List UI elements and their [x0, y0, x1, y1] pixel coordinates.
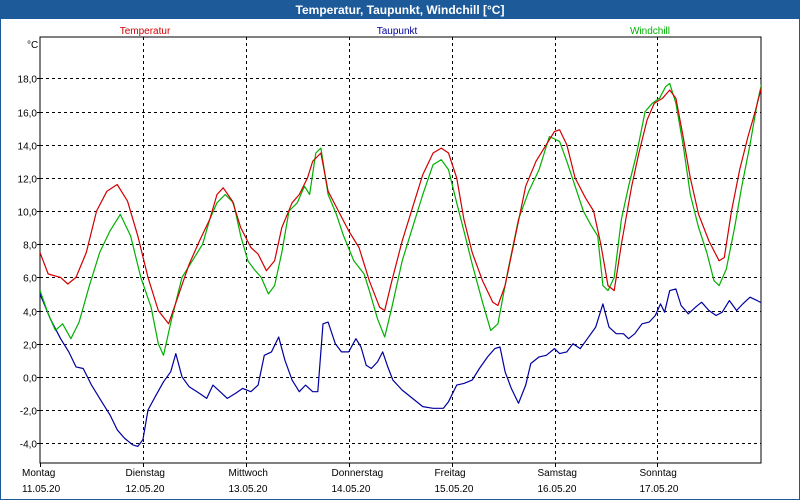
y-tick-label: 6,0 [23, 274, 37, 285]
y-tick-label: -2,0 [20, 407, 38, 418]
y-tick-label: 10,0 [18, 208, 38, 219]
x-date-label: 14.05.20 [332, 484, 371, 495]
y-tick-label: 0,0 [23, 374, 37, 385]
x-date-label: 13.05.20 [229, 484, 268, 495]
y-tick-label: 8,0 [23, 241, 37, 252]
y-tick-label: -4,0 [20, 440, 38, 451]
x-date-label: 16.05.20 [538, 484, 577, 495]
x-day-label: Dienstag [126, 468, 165, 479]
legend-temperatur: Temperatur [120, 26, 171, 37]
plot-area [39, 36, 762, 464]
y-tick-label: 14,0 [18, 142, 38, 153]
y-tick-label: 16,0 [18, 109, 38, 120]
y-axis-unit-label: °C [27, 40, 38, 51]
series-line-temperatur [40, 86, 761, 325]
series-line-taupunkt [40, 288, 761, 447]
series-line-windchill [40, 82, 761, 356]
x-day-label: Montag [22, 468, 55, 479]
legend-taupunkt: Taupunkt [377, 26, 418, 37]
x-date-label: 12.05.20 [126, 484, 165, 495]
legend-windchill: Windchill [630, 26, 670, 37]
y-tick-label: 18,0 [18, 75, 38, 86]
x-date-label: 15.05.20 [435, 484, 474, 495]
x-day-label: Sonntag [640, 468, 677, 479]
y-tick-label: 12,0 [18, 175, 38, 186]
x-day-label: Donnerstag [332, 468, 384, 479]
x-date-label: 17.05.20 [640, 484, 679, 495]
x-day-label: Freitag [435, 468, 466, 479]
y-tick-label: 2,0 [23, 341, 37, 352]
x-date-label: 11.05.20 [22, 484, 61, 495]
x-day-label: Mittwoch [229, 468, 268, 479]
y-tick-label: 4,0 [23, 308, 37, 319]
x-day-label: Samstag [538, 468, 577, 479]
window-title: Temperatur, Taupunkt, Windchill [°C] [1, 1, 799, 19]
